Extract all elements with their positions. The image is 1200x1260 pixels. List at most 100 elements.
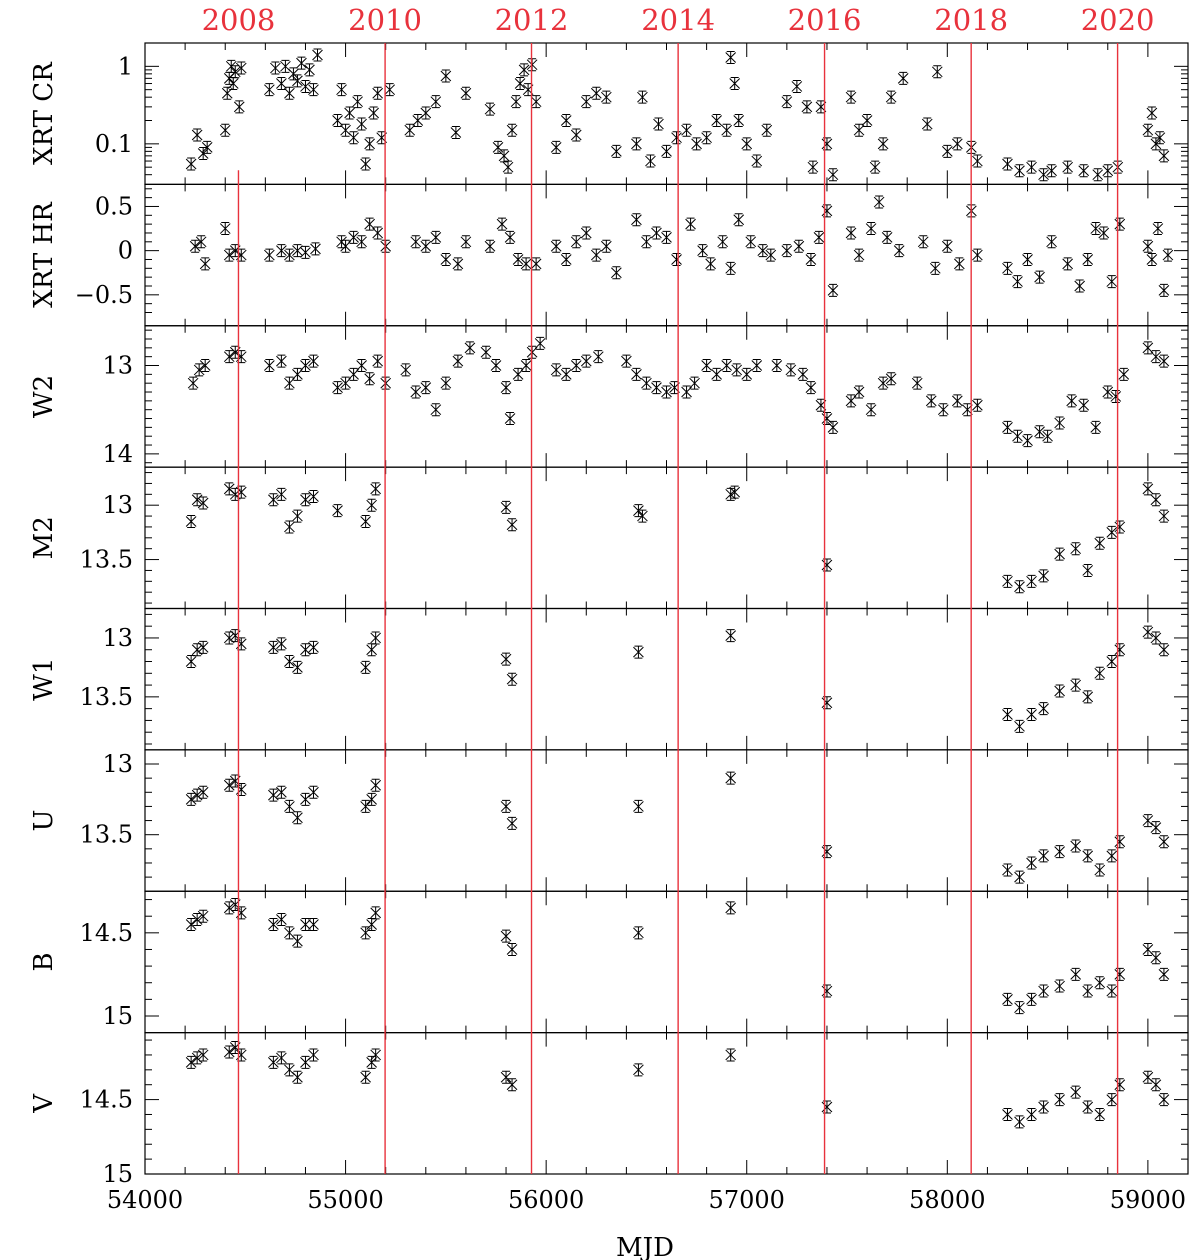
- data-point-mark: [1158, 643, 1170, 657]
- data-point-mark: [725, 261, 737, 275]
- year-label-2012: 2012: [495, 3, 569, 37]
- data-point-mark: [877, 376, 889, 390]
- data-point-mark: [1026, 992, 1037, 1006]
- data-point-mark: [1102, 164, 1114, 178]
- data-point-mark: [197, 147, 209, 161]
- data-point-mark: [364, 217, 375, 231]
- data-point-b: [370, 906, 382, 920]
- year-label-2016: 2016: [788, 3, 862, 37]
- data-point-xrt-hr: [853, 248, 865, 262]
- data-point-u: [1082, 849, 1094, 863]
- data-point-xrt-cr: [590, 86, 602, 100]
- data-point-u: [1026, 856, 1037, 870]
- data-point-mark: [229, 774, 241, 788]
- data-point-v: [1002, 1107, 1013, 1121]
- data-point-w2: [751, 359, 763, 373]
- data-point-mark: [781, 244, 793, 258]
- data-point-u: [1142, 814, 1154, 828]
- data-point-mark: [292, 934, 303, 948]
- data-point-w2: [199, 359, 211, 373]
- data-point-xrt-hr: [570, 235, 582, 249]
- data-point-xrt-hr: [651, 226, 662, 240]
- data-point-mark: [276, 1051, 287, 1065]
- data-point-mark: [1002, 420, 1013, 434]
- data-point-w1: [366, 643, 378, 657]
- data-point-mark: [348, 230, 359, 244]
- data-point-mark: [845, 394, 857, 408]
- data-point-mark: [268, 493, 279, 507]
- data-point-xrt-cr: [484, 102, 496, 116]
- data-point-xrt-hr: [929, 261, 941, 275]
- data-point-mark: [1074, 279, 1086, 293]
- y-axis-label-m2: M2: [29, 516, 59, 559]
- data-point-mark: [633, 645, 644, 659]
- data-point-w2: [430, 403, 442, 417]
- data-point-m2: [235, 485, 247, 499]
- data-point-xrt-hr: [805, 252, 817, 266]
- data-point-u: [633, 799, 644, 813]
- data-point-w2: [785, 363, 797, 377]
- data-point-mark: [751, 359, 763, 373]
- data-point-w1: [1150, 631, 1162, 645]
- data-point-mark: [729, 77, 741, 91]
- data-point-xrt-cr: [300, 79, 311, 93]
- data-point-w2: [592, 350, 604, 364]
- panel-b: 14.5 15 B: [29, 890, 1189, 1034]
- data-point-v: [1150, 1078, 1162, 1092]
- data-point-w2: [1002, 420, 1013, 434]
- data-point-mark: [1014, 580, 1025, 594]
- data-point-v: [1070, 1085, 1082, 1099]
- data-point-w1: [1142, 625, 1154, 639]
- data-point-w2: [925, 394, 937, 408]
- data-point-xrt-hr: [512, 252, 524, 266]
- data-point-v: [1114, 1078, 1126, 1092]
- data-point-mark: [292, 811, 303, 825]
- data-point-mark: [496, 217, 508, 231]
- data-point-mark: [284, 248, 295, 262]
- data-point-xrt-cr: [807, 160, 819, 174]
- data-point-w1: [1106, 655, 1118, 669]
- data-point-mark: [1062, 257, 1074, 271]
- data-point-mark: [284, 86, 295, 100]
- data-point-mark: [300, 792, 311, 806]
- data-point-mark: [813, 230, 825, 244]
- data-point-mark: [464, 341, 476, 355]
- data-point-xrt-hr: [199, 257, 211, 271]
- data-point-b: [506, 942, 518, 956]
- data-point-mark: [757, 244, 769, 258]
- data-point-mark: [356, 117, 367, 131]
- data-point-w1: [506, 672, 518, 686]
- data-point-v: [633, 1063, 644, 1077]
- data-point-w2: [512, 367, 524, 381]
- data-point-xrt-cr: [661, 144, 672, 158]
- data-point-w2: [410, 385, 422, 399]
- data-point-mark: [1054, 547, 1065, 561]
- data-point-xrt-cr: [972, 154, 983, 168]
- data-point-b: [1070, 967, 1082, 981]
- data-point-xrt-cr: [631, 137, 642, 151]
- data-point-v: [360, 1070, 371, 1084]
- data-point-mark: [1054, 979, 1065, 993]
- data-point-mark: [741, 367, 753, 381]
- data-point-u: [370, 778, 382, 792]
- data-point-w2: [464, 341, 476, 355]
- data-point-mark: [1082, 563, 1094, 577]
- data-point-mark: [221, 86, 233, 100]
- data-point-w2: [1110, 389, 1122, 403]
- data-point-mark: [235, 637, 247, 651]
- data-point-xrt-hr: [1022, 252, 1033, 266]
- data-point-xrt-cr: [711, 114, 722, 128]
- data-point-mark: [410, 235, 422, 249]
- data-point-mark: [404, 123, 416, 137]
- data-point-mark: [1054, 416, 1065, 430]
- data-point-u: [1054, 845, 1065, 859]
- data-point-mark: [861, 114, 873, 128]
- data-point-w2: [689, 376, 700, 390]
- data-point-mark: [276, 913, 287, 927]
- data-point-xrt-hr: [1046, 235, 1057, 249]
- data-point-xrt-cr: [1146, 106, 1158, 120]
- data-point-mark: [268, 1055, 279, 1069]
- panel-frame-b: [144, 890, 1189, 1034]
- data-point-m2: [821, 558, 833, 572]
